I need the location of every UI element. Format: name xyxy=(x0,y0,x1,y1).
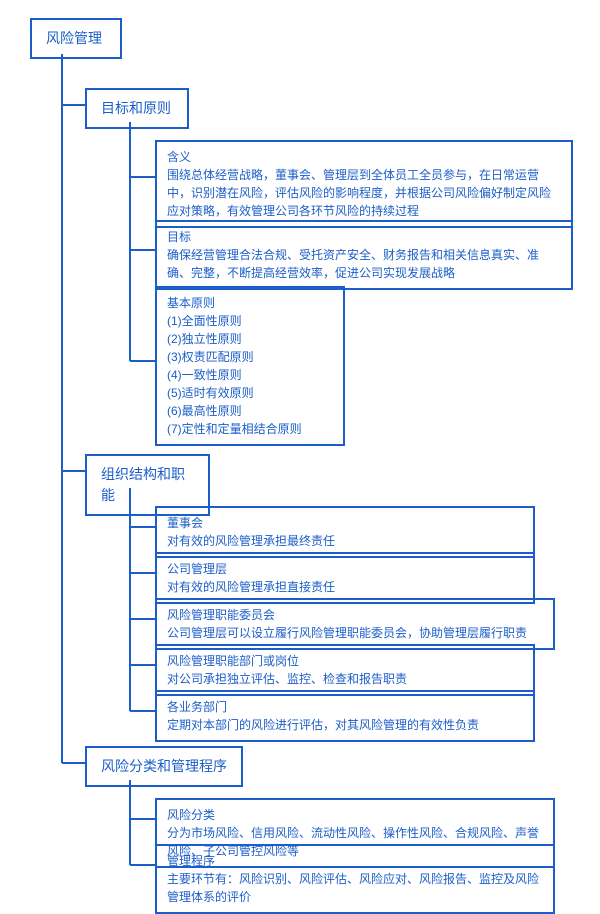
section-node-2: 风险分类和管理程序 xyxy=(85,746,243,787)
leaf-line: (3)权责匹配原则 xyxy=(167,348,333,366)
leaf-node-1-3: 风险管理职能部门或岗位对公司承担独立评估、监控、检查和报告职责 xyxy=(155,644,535,696)
leaf-line: (5)适时有效原则 xyxy=(167,384,333,402)
leaf-body: 公司管理层可以设立履行风险管理职能委员会，协助管理层履行职责 xyxy=(167,624,543,642)
leaf-title: 公司管理层 xyxy=(167,560,523,578)
leaf-title: 董事会 xyxy=(167,514,523,532)
leaf-body: 定期对本部门的风险进行评估，对其风险管理的有效性负责 xyxy=(167,716,523,734)
leaf-node-0-1: 目标确保经营管理合法合规、受托资产安全、财务报告和相关信息真实、准确、完整，不断… xyxy=(155,220,573,290)
leaf-title: 目标 xyxy=(167,228,561,246)
leaf-node-1-4: 各业务部门定期对本部门的风险进行评估，对其风险管理的有效性负责 xyxy=(155,690,535,742)
leaf-body: 对有效的风险管理承担直接责任 xyxy=(167,578,523,596)
leaf-title: 风险管理职能委员会 xyxy=(167,606,543,624)
leaf-node-2-1: 管理程序主要环节有：风险识别、风险评估、风险应对、风险报告、监控及风险管理体系的… xyxy=(155,844,555,914)
leaf-line: (2)独立性原则 xyxy=(167,330,333,348)
diagram-canvas: 风险管理目标和原则含义围绕总体经营战略，董事会、管理层到全体员工全员参与，在日常… xyxy=(0,0,600,894)
leaf-line: (7)定性和定量相结合原则 xyxy=(167,420,333,438)
leaf-node-0-0: 含义围绕总体经营战略，董事会、管理层到全体员工全员参与，在日常运营中，识别潜在风… xyxy=(155,140,573,228)
leaf-line: (6)最高性原则 xyxy=(167,402,333,420)
leaf-title: 各业务部门 xyxy=(167,698,523,716)
leaf-title: 含义 xyxy=(167,148,561,166)
leaf-body: 围绕总体经营战略，董事会、管理层到全体员工全员参与，在日常运营中，识别潜在风险，… xyxy=(167,166,561,220)
leaf-line: (1)全面性原则 xyxy=(167,312,333,330)
leaf-title: 基本原则 xyxy=(167,294,333,312)
leaf-line: (4)一致性原则 xyxy=(167,366,333,384)
root-node: 风险管理 xyxy=(30,18,122,59)
section-node-0: 目标和原则 xyxy=(85,88,189,129)
leaf-node-1-0: 董事会对有效的风险管理承担最终责任 xyxy=(155,506,535,558)
leaf-body: 确保经营管理合法合规、受托资产安全、财务报告和相关信息真实、准确、完整，不断提高… xyxy=(167,246,561,282)
leaf-body: 对有效的风险管理承担最终责任 xyxy=(167,532,523,550)
leaf-title: 管理程序 xyxy=(167,852,543,870)
leaf-node-1-2: 风险管理职能委员会公司管理层可以设立履行风险管理职能委员会，协助管理层履行职责 xyxy=(155,598,555,650)
leaf-body: 主要环节有：风险识别、风险评估、风险应对、风险报告、监控及风险管理体系的评价 xyxy=(167,870,543,906)
leaf-title: 风险管理职能部门或岗位 xyxy=(167,652,523,670)
leaf-node-0-2: 基本原则(1)全面性原则(2)独立性原则(3)权责匹配原则(4)一致性原则(5)… xyxy=(155,286,345,446)
leaf-title: 风险分类 xyxy=(167,806,543,824)
leaf-node-1-1: 公司管理层对有效的风险管理承担直接责任 xyxy=(155,552,535,604)
leaf-body: 对公司承担独立评估、监控、检查和报告职责 xyxy=(167,670,523,688)
